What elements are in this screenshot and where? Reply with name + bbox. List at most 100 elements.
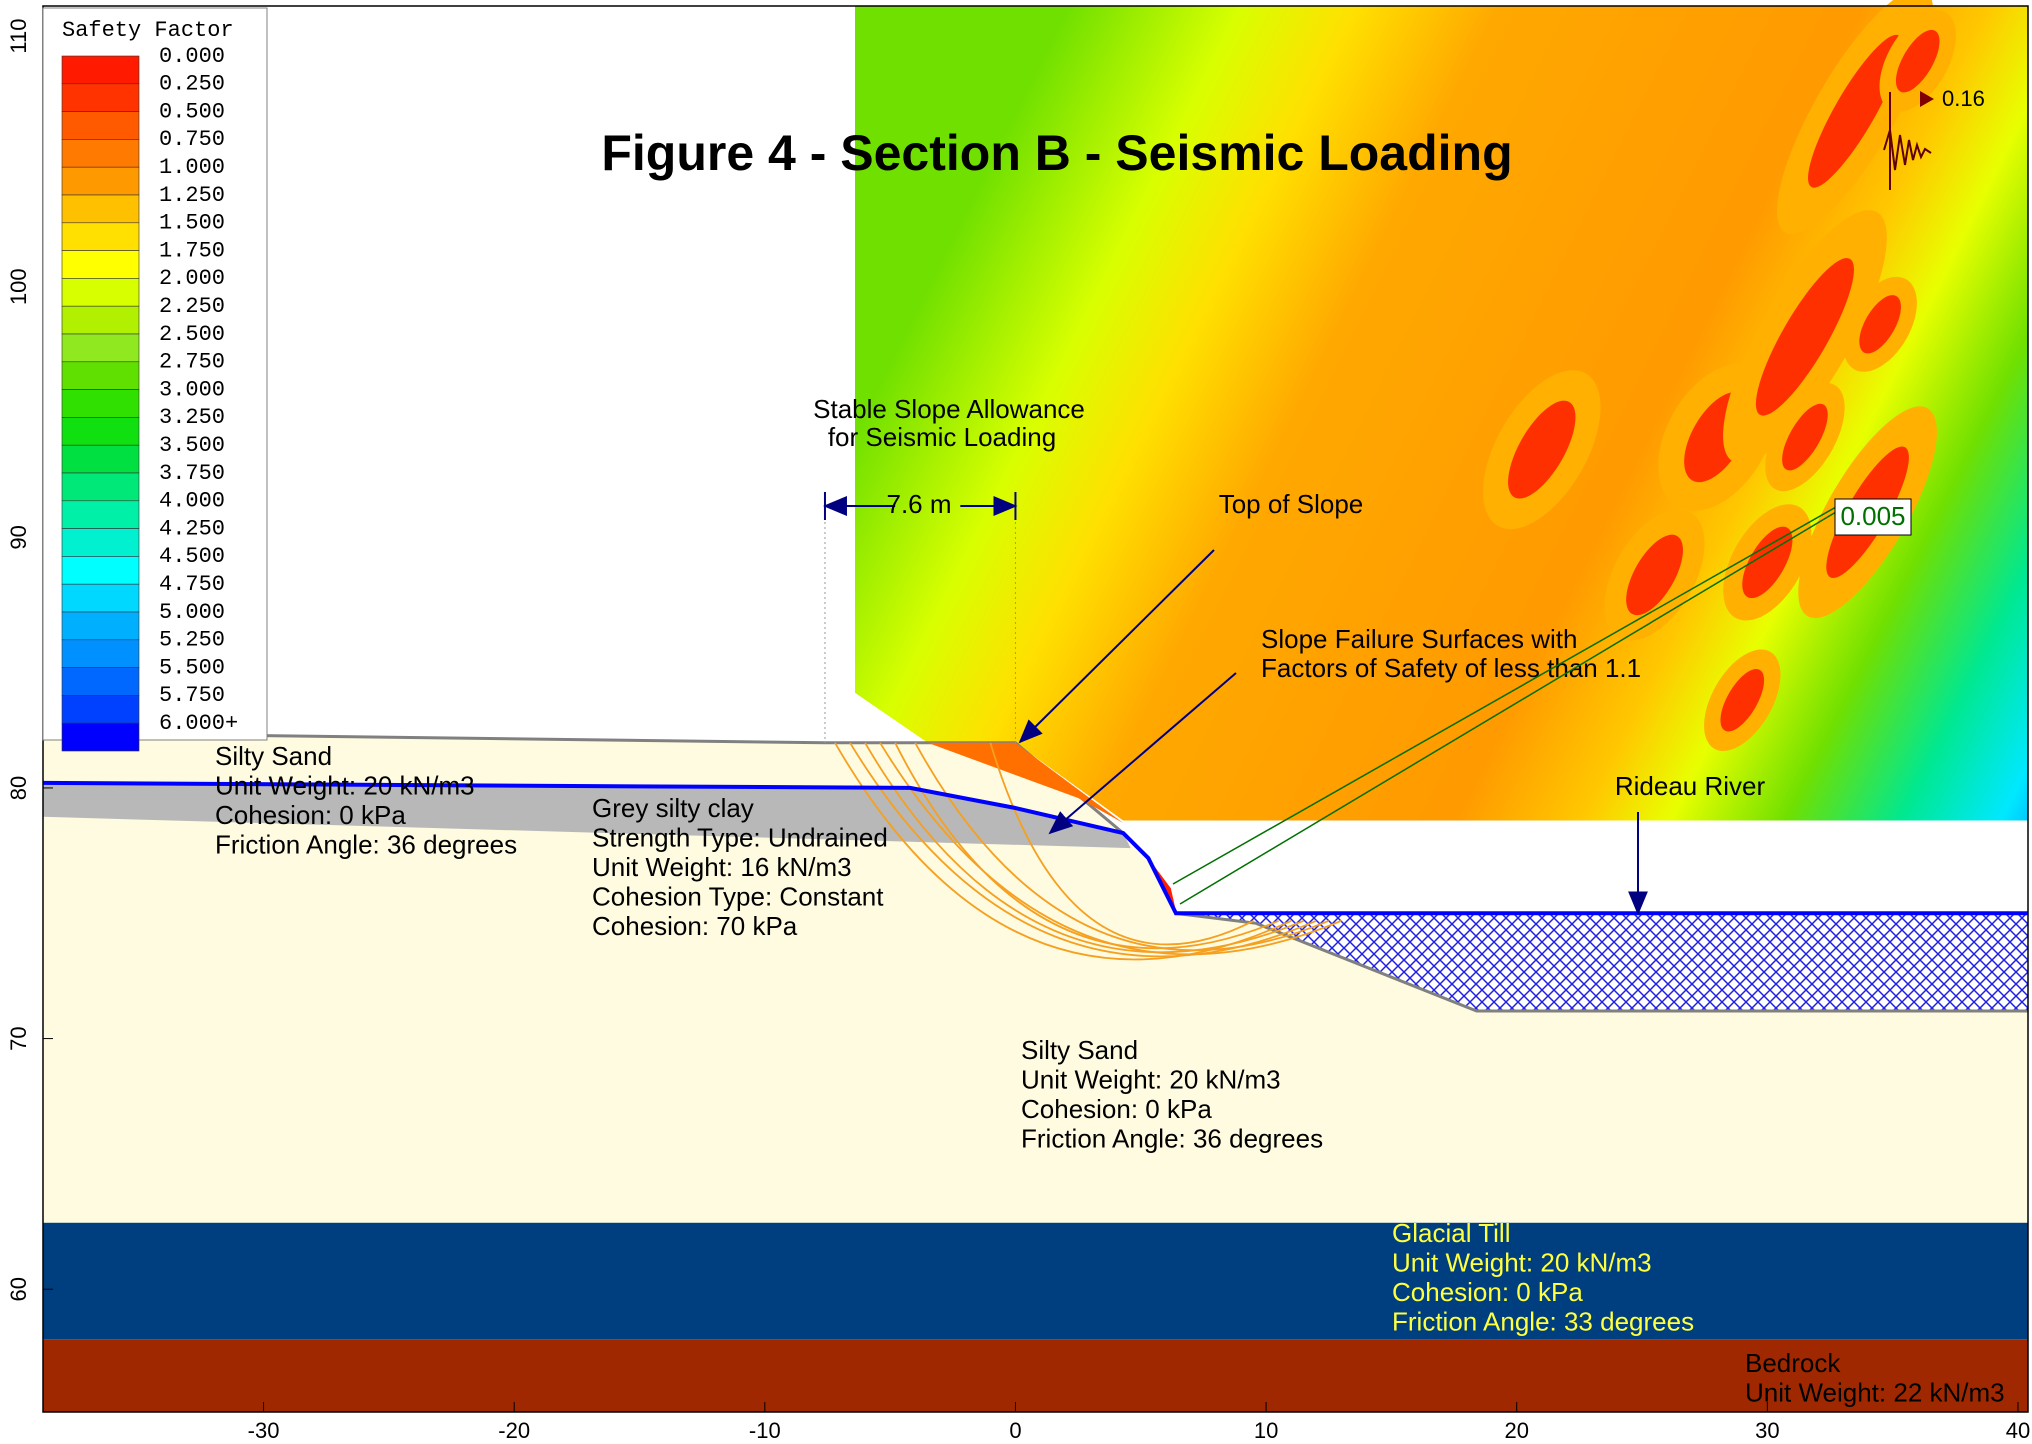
legend-label: 1.750 (159, 238, 225, 263)
legend-swatch (61, 639, 140, 668)
layers (42, 0, 2028, 1412)
dimension-label: 7.6 m (886, 489, 951, 519)
failure-surface (894, 742, 1279, 950)
legend-label: 0.500 (159, 99, 225, 124)
legend-swatch (61, 444, 140, 474)
min-leader (1172, 506, 1837, 885)
legend-swatch (61, 583, 140, 613)
hot-spot (1755, 258, 1854, 416)
legend-swatch (61, 389, 140, 418)
legend-label: 1.250 (159, 183, 225, 208)
legend-label: 5.000 (159, 600, 225, 625)
material-label: Glacial Till (1392, 1218, 1510, 1248)
material-label: Cohesion: 0 kPa (215, 800, 406, 830)
legend-swatch (61, 166, 140, 196)
x-tick-label: 10 (1254, 1418, 1278, 1443)
legend-label: 2.250 (159, 294, 225, 319)
hot-spot (1720, 669, 1765, 732)
seismic-label: 0.16 (1942, 86, 1985, 111)
hot-spot (1782, 403, 1828, 471)
min-factor: 0.005 (1840, 501, 1905, 531)
legend-swatch (61, 500, 140, 529)
material-label: Unit Weight: 16 kN/m3 (592, 852, 852, 882)
seismic-symbol (1883, 92, 1932, 190)
legend-label: 2.750 (159, 350, 225, 375)
top-of-slope-label: Top of Slope (1219, 489, 1364, 519)
legend-swatch (61, 250, 140, 279)
material-label: Cohesion Type: Constant (592, 881, 884, 911)
overlays: -30 -20 -10 0 10 20 30 40 60 70 80 90 100 110 Figure 4… (6, 5, 2030, 1443)
material-label: Grey silty clay (592, 793, 754, 823)
x-tick-label: 0 (1009, 1418, 1021, 1443)
legend-label: 4.250 (159, 516, 225, 541)
hot-spot (1895, 29, 1940, 93)
material-label: Silty Sand (1021, 1035, 1138, 1065)
x-tick-label: -30 (248, 1418, 280, 1443)
legend-label: 5.250 (159, 628, 225, 653)
legend-label: 3.250 (159, 405, 225, 430)
legend-label: 2.500 (159, 322, 225, 347)
material-label: Friction Angle: 36 degrees (215, 829, 517, 859)
material-label: Cohesion: 0 kPa (1392, 1277, 1583, 1307)
legend-swatch (61, 139, 140, 168)
legend-label: 0.750 (159, 127, 225, 152)
legend-swatch (61, 194, 140, 224)
river-water (1175, 913, 2028, 1011)
x-tick-label: 20 (1504, 1418, 1528, 1443)
allowance-label: Stable Slope Allowance (813, 394, 1085, 424)
hot-spot (1859, 295, 1901, 354)
legend-label: 0.000 (159, 44, 225, 69)
material-label: Strength Type: Undrained (592, 822, 888, 852)
min-leader (1179, 511, 1837, 905)
legend-label: 4.500 (159, 544, 225, 569)
title: Figure 4 - Section B - Seismic Loading (601, 125, 1512, 181)
legend-swatch (61, 722, 140, 752)
failure-surface (879, 742, 1342, 956)
material-label: Silty Sand (215, 741, 332, 771)
legend-label: 3.500 (159, 433, 225, 458)
x-tick-label: -20 (498, 1418, 530, 1443)
hot-spot (1742, 526, 1793, 599)
failure-surface (864, 742, 1305, 954)
material-label: Unit Weight: 20 kN/m3 (1392, 1247, 1652, 1277)
material-label: Bedrock (1745, 1348, 1841, 1378)
y-tick-label: 80 (6, 776, 31, 800)
failure-surface (914, 742, 1330, 952)
legend-swatch (61, 278, 140, 307)
material-label: Unit Weight: 20 kN/m3 (215, 770, 475, 800)
legend-swatch (61, 55, 140, 85)
material-label: Unit Weight: 20 kN/m3 (1021, 1064, 1281, 1094)
legend-swatch (61, 222, 140, 251)
y-tick-label: 110 (6, 19, 31, 54)
hot-spot (1508, 400, 1576, 499)
failure-label: Factors of Safety of less than 1.1 (1261, 653, 1641, 683)
legend-swatch (61, 472, 140, 502)
legend-label: 5.750 (159, 683, 225, 708)
legend-title: Safety Factor (62, 18, 234, 43)
silty-sand (43, 732, 2028, 1223)
legend-label: 4.750 (159, 572, 225, 597)
water-table (42, 780, 2028, 916)
y-tick-label: 90 (6, 525, 31, 549)
x-tick-label: 30 (1755, 1418, 1779, 1443)
legend-label: 1.500 (159, 211, 225, 236)
legend-label: 3.000 (159, 377, 225, 402)
allowance-label: for Seismic Loading (828, 422, 1056, 452)
legend-label: 1.000 (159, 155, 225, 180)
material-label: Friction Angle: 36 degrees (1021, 1123, 1323, 1153)
legend-swatch (61, 111, 140, 140)
legend-swatch (61, 528, 140, 557)
leader-arrow (1018, 549, 1215, 744)
legend-swatch (61, 417, 140, 446)
critical-zone (927, 742, 1124, 823)
legend-label: 2.000 (159, 266, 225, 291)
legend-swatch (61, 611, 140, 641)
legend-label: 6.000+ (159, 711, 238, 736)
y-tick-label: 60 (6, 1277, 31, 1301)
legend-label: 5.500 (159, 655, 225, 680)
y-tick-label: 100 (6, 268, 31, 305)
min-box (1834, 498, 1912, 536)
legend-label: 0.250 (159, 72, 225, 97)
y-tick-label: 70 (6, 1026, 31, 1050)
